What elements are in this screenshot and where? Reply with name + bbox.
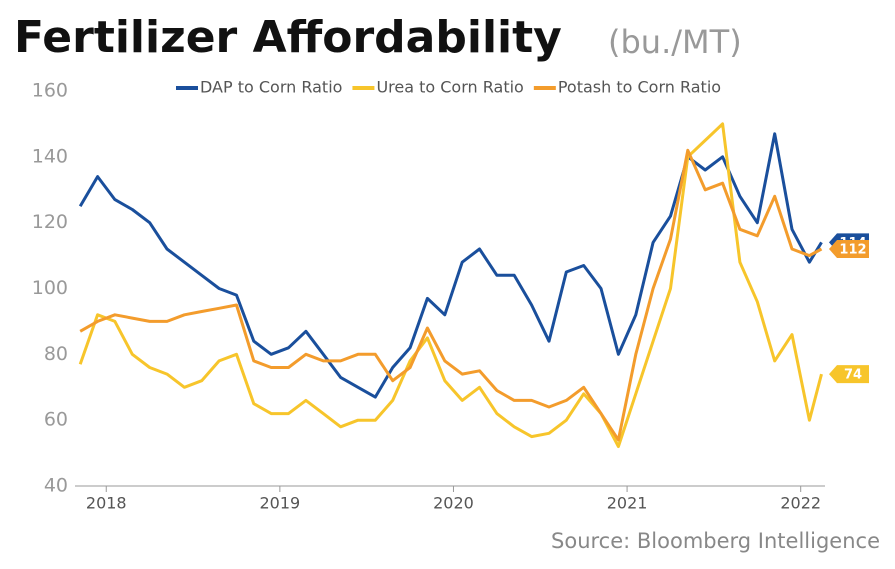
legend-label: DAP to Corn Ratio	[200, 78, 342, 97]
x-tick-label: 2022	[780, 494, 821, 513]
y-tick-label: 160	[32, 80, 68, 102]
y-tick-label: 40	[44, 475, 68, 497]
series-line	[78, 122, 823, 448]
x-tick-label: 2021	[607, 494, 648, 513]
chart-subtitle: (bu./MT)	[608, 23, 742, 61]
y-tick-label: 80	[44, 343, 68, 365]
y-tick-label: 100	[32, 277, 68, 299]
chart-title: Fertilizer Affordability	[14, 12, 562, 63]
series-line	[78, 132, 823, 399]
end-label: 74	[844, 368, 862, 383]
y-tick-label: 140	[32, 145, 68, 167]
end-label-box	[829, 365, 869, 384]
legend-label: Urea to Corn Ratio	[376, 78, 523, 97]
series-line	[79, 148, 823, 442]
source: Source: Bloomberg Intelligence	[551, 529, 880, 553]
legend-label: Potash to Corn Ratio	[558, 78, 721, 97]
x-tick-label: 2018	[86, 494, 127, 513]
end-label-box	[829, 240, 869, 258]
x-tick-label: 2019	[260, 494, 301, 513]
y-tick-label: 60	[44, 409, 68, 431]
x-tick-label: 2020	[433, 494, 474, 513]
y-tick-label: 120	[32, 211, 68, 233]
end-label: 112	[839, 243, 866, 258]
